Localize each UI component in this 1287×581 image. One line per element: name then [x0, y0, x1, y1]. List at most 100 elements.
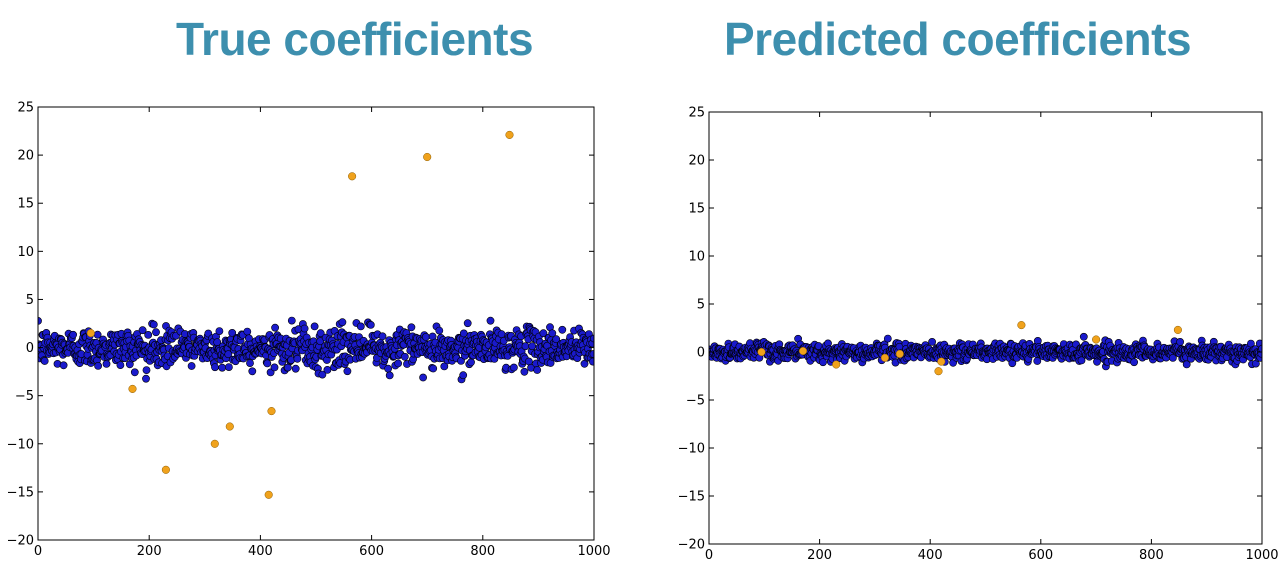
data-point	[548, 329, 557, 338]
x-tick-label: 200	[137, 544, 162, 559]
highlight-point	[1092, 335, 1101, 344]
data-point	[883, 334, 892, 343]
highlight-point	[757, 347, 766, 357]
data-point	[378, 332, 387, 341]
data-point	[459, 329, 468, 338]
data-point	[144, 330, 153, 339]
y-tick-label: 10	[688, 250, 705, 265]
y-tick-label: 20	[17, 149, 34, 164]
y-tick-label: 10	[17, 245, 34, 260]
y-tick-label: 25	[688, 106, 705, 121]
data-point	[1176, 337, 1184, 346]
data-point	[224, 363, 233, 371]
data-point	[287, 316, 296, 325]
x-tick-label: 400	[918, 548, 943, 563]
data-point	[366, 320, 375, 329]
highlight-points	[757, 321, 1182, 376]
y-tick-label: −10	[7, 437, 34, 452]
data-point	[486, 316, 495, 325]
data-point	[343, 367, 352, 376]
data-point	[94, 361, 102, 370]
data-point	[440, 362, 449, 371]
x-tick-label: 600	[1028, 548, 1053, 563]
highlight-point	[798, 346, 808, 356]
chart-title-true: True coefficients	[176, 13, 534, 65]
data-point	[40, 357, 49, 365]
x-tick-label: 0	[705, 548, 713, 563]
data-point	[1169, 353, 1177, 362]
data-point	[323, 365, 332, 374]
highlight-point	[832, 360, 841, 369]
data-point	[69, 330, 77, 339]
data-point	[1182, 360, 1191, 369]
data-point	[467, 358, 475, 367]
data-point	[187, 362, 196, 370]
highlight-point	[505, 130, 514, 139]
data-point	[318, 370, 327, 379]
y-tick-label: 15	[688, 202, 705, 217]
data-point	[243, 327, 252, 336]
x-tick-label: 800	[470, 544, 495, 559]
data-point	[385, 371, 394, 380]
data-point	[228, 328, 237, 337]
data-point	[293, 354, 302, 363]
y-tick-label: −5	[15, 389, 34, 404]
data-point	[435, 326, 444, 335]
data-point	[459, 371, 468, 380]
data-point	[510, 363, 518, 372]
data-point	[142, 374, 150, 383]
data-point	[1258, 344, 1262, 353]
y-tick-label: 5	[697, 298, 705, 313]
highlight-point	[267, 407, 276, 416]
data-point	[215, 327, 224, 335]
axes-frame	[708, 111, 1263, 545]
y-tick-label: −10	[678, 442, 705, 457]
y-tick-label: 25	[17, 101, 34, 116]
data-point	[218, 363, 227, 372]
data-point	[539, 329, 548, 338]
data-point	[102, 359, 111, 368]
data-point	[149, 320, 158, 329]
data-point	[384, 364, 392, 373]
data-point	[316, 337, 325, 346]
highlight-point	[161, 465, 170, 474]
data-point	[152, 328, 160, 337]
data-point	[533, 366, 542, 374]
data-point	[248, 367, 257, 376]
data-point	[400, 352, 409, 361]
highlight-point	[934, 367, 943, 376]
data-point	[429, 364, 438, 373]
y-tick-label: 0	[26, 341, 34, 356]
highlight-point	[1017, 321, 1026, 330]
y-tick-label: 0	[697, 346, 705, 361]
bulk-points	[709, 332, 1262, 371]
y-tick-label: 20	[688, 154, 705, 169]
x-tick-label: 200	[807, 548, 832, 563]
data-point	[300, 324, 309, 333]
x-tick-label: 800	[1139, 548, 1164, 563]
data-point	[310, 322, 319, 331]
data-point	[457, 356, 465, 365]
x-tick-label: 1000	[1245, 548, 1278, 563]
data-point	[1079, 332, 1088, 341]
highlight-point	[880, 353, 889, 362]
data-point	[356, 322, 365, 331]
data-point	[138, 326, 147, 335]
data-point	[819, 358, 827, 367]
chart-true: 0 200 400 600 800 1000 −20 −15 −10 −5 0 5 10 15 20 25	[7, 101, 611, 560]
highlight-point	[210, 439, 219, 448]
data-point	[463, 319, 472, 328]
highlight-point	[264, 490, 273, 499]
highlight-point	[937, 357, 946, 366]
data-point	[552, 335, 561, 344]
x-tick-label: 400	[248, 544, 273, 559]
data-point	[558, 325, 567, 334]
data-point	[263, 359, 272, 368]
y-tick-label: 15	[17, 197, 34, 212]
highlight-point	[86, 329, 95, 338]
y-tick-label: −5	[686, 394, 705, 409]
highlight-point	[225, 422, 234, 431]
y-tick-label: −15	[7, 485, 34, 500]
chart-predicted: 0 200 400 600 800 1000 −20 −15 −10 −5 0 5 10 15 20 25	[678, 106, 1279, 564]
